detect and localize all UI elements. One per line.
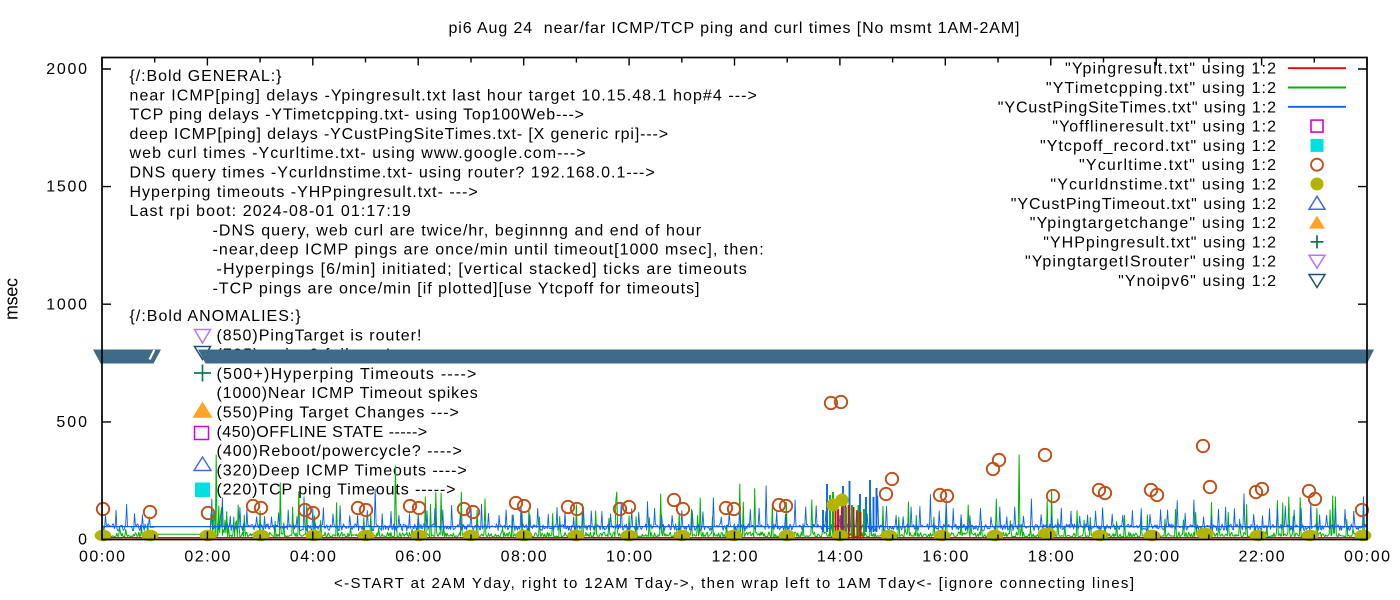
svg-text:(1000)Near ICMP Timeout spikes: (1000)Near ICMP Timeout spikes xyxy=(217,385,478,402)
svg-text:20:00: 20:00 xyxy=(1133,549,1179,566)
svg-text:10:00: 10:00 xyxy=(606,549,652,566)
svg-text:DNS query times -Ycurldnstime.: DNS query times -Ycurldnstime.txt- using… xyxy=(130,165,655,182)
svg-text:"YCustPingSiteTimes.txt" using: "YCustPingSiteTimes.txt" using 1:2 xyxy=(998,99,1276,116)
svg-text:pi6 Aug 24 near/far ICMP/TCP: pi6 Aug 24 near/far ICMP/TCP ping and cu… xyxy=(449,20,1020,37)
svg-text:(320)Deep ICMP Timeouts ---->: (320)Deep ICMP Timeouts ----> xyxy=(217,462,467,479)
svg-text:-Hyperpings [6/min] initiated;: -Hyperpings [6/min] initiated; [vertical… xyxy=(217,261,747,278)
svg-text:18:00: 18:00 xyxy=(1028,549,1074,566)
svg-text:16:00: 16:00 xyxy=(922,549,968,566)
svg-text:12:00: 12:00 xyxy=(711,549,757,566)
svg-text:near ICMP[ping] delays -Ypingr: near ICMP[ping] delays -Ypingresult.txt … xyxy=(130,87,757,104)
svg-text:"Ypingtargetchange" using 1:2: "Ypingtargetchange" using 1:2 xyxy=(1030,215,1276,232)
svg-text:0: 0 xyxy=(78,532,87,549)
svg-text:(400)Reboot/powercycle? ---->: (400)Reboot/powercycle? ----> xyxy=(217,443,462,460)
svg-text:TCP ping delays -YTimetcpping.: TCP ping delays -YTimetcpping.txt- using… xyxy=(130,107,585,124)
svg-text:1000: 1000 xyxy=(46,296,87,313)
svg-text:02:00: 02:00 xyxy=(184,549,230,566)
svg-text:"Ytcpoff_record.txt" using 1:2: "Ytcpoff_record.txt" using 1:2 xyxy=(1040,138,1276,155)
svg-text:web curl times -Ycurltime.txt-: web curl times -Ycurltime.txt- using www… xyxy=(129,145,586,162)
svg-text:"Ynoipv6" using 1:2: "Ynoipv6" using 1:2 xyxy=(1118,273,1276,290)
svg-text:1500: 1500 xyxy=(46,179,87,196)
svg-text:"Yofflineresult.txt" using 1:2: "Yofflineresult.txt" using 1:2 xyxy=(1052,119,1276,136)
svg-text:"YTimetcpping.txt" using 1:2: "YTimetcpping.txt" using 1:2 xyxy=(1046,80,1276,97)
svg-text:-TCP pings are once/min [if pl: -TCP pings are once/min [if plotted][use… xyxy=(213,280,700,297)
svg-text:<-START at 2AM Yday, right to: <-START at 2AM Yday, right to 12AM Tday-… xyxy=(334,575,1134,592)
svg-text:"Ypingresult.txt" using 1:2: "Ypingresult.txt" using 1:2 xyxy=(1065,61,1276,78)
svg-text:(450)OFFLINE STATE ----->: (450)OFFLINE STATE -----> xyxy=(217,424,428,441)
svg-text:"YCustPingTimeout.txt" using 1: "YCustPingTimeout.txt" using 1:2 xyxy=(1011,196,1276,213)
svg-text:Last rpi boot: 2024-08-01 01:1: Last rpi boot: 2024-08-01 01:17:19 xyxy=(130,203,411,220)
svg-text:(220)TCP ping Timeouts ----->: (220)TCP ping Timeouts -----> xyxy=(217,482,456,499)
svg-text:msec: msec xyxy=(2,278,22,320)
svg-text:500: 500 xyxy=(56,414,87,431)
svg-text:Hyperping timeouts -YHPpingres: Hyperping timeouts -YHPpingresult.txt- -… xyxy=(130,184,478,201)
svg-text:08:00: 08:00 xyxy=(501,549,547,566)
svg-text:(850)PingTarget is router!: (850)PingTarget is router! xyxy=(217,327,422,344)
svg-text:"Ycurldnstime.txt" using 1:2: "Ycurldnstime.txt" using 1:2 xyxy=(1050,177,1276,194)
svg-text:06:00: 06:00 xyxy=(395,549,441,566)
svg-text:22:00: 22:00 xyxy=(1239,549,1285,566)
svg-text:(500+)Hyperping Timeouts ---->: (500+)Hyperping Timeouts ----> xyxy=(217,366,477,383)
svg-text:14:00: 14:00 xyxy=(817,549,863,566)
svg-text:"YHPpingresult.txt" using 1:2: "YHPpingresult.txt" using 1:2 xyxy=(1043,234,1276,251)
svg-text:00:00: 00:00 xyxy=(79,549,125,566)
svg-text:{/:Bold ANOMALIES:}: {/:Bold ANOMALIES:} xyxy=(130,308,302,325)
svg-text:2000: 2000 xyxy=(46,61,87,78)
svg-text:"YpingtargetISrouter" using 1:: "YpingtargetISrouter" using 1:2 xyxy=(1025,254,1276,271)
svg-text:00:00: 00:00 xyxy=(1344,549,1390,566)
svg-text:-near,deep ICMP pings are once: -near,deep ICMP pings are once/min until… xyxy=(213,242,764,259)
svg-text:deep ICMP[ping] delays -YCustP: deep ICMP[ping] delays -YCustPingSiteTim… xyxy=(130,126,669,143)
svg-text:"Ycurltime.txt" using 1:2: "Ycurltime.txt" using 1:2 xyxy=(1079,157,1276,174)
svg-text:{/:Bold GENERAL:}: {/:Bold GENERAL:} xyxy=(130,68,283,85)
svg-text:04:00: 04:00 xyxy=(290,549,336,566)
svg-text:(550)Ping Target Changes --->: (550)Ping Target Changes ---> xyxy=(217,405,459,422)
svg-text:-DNS query, web curl are twice: -DNS query, web curl are twice/hr, begin… xyxy=(213,222,702,239)
